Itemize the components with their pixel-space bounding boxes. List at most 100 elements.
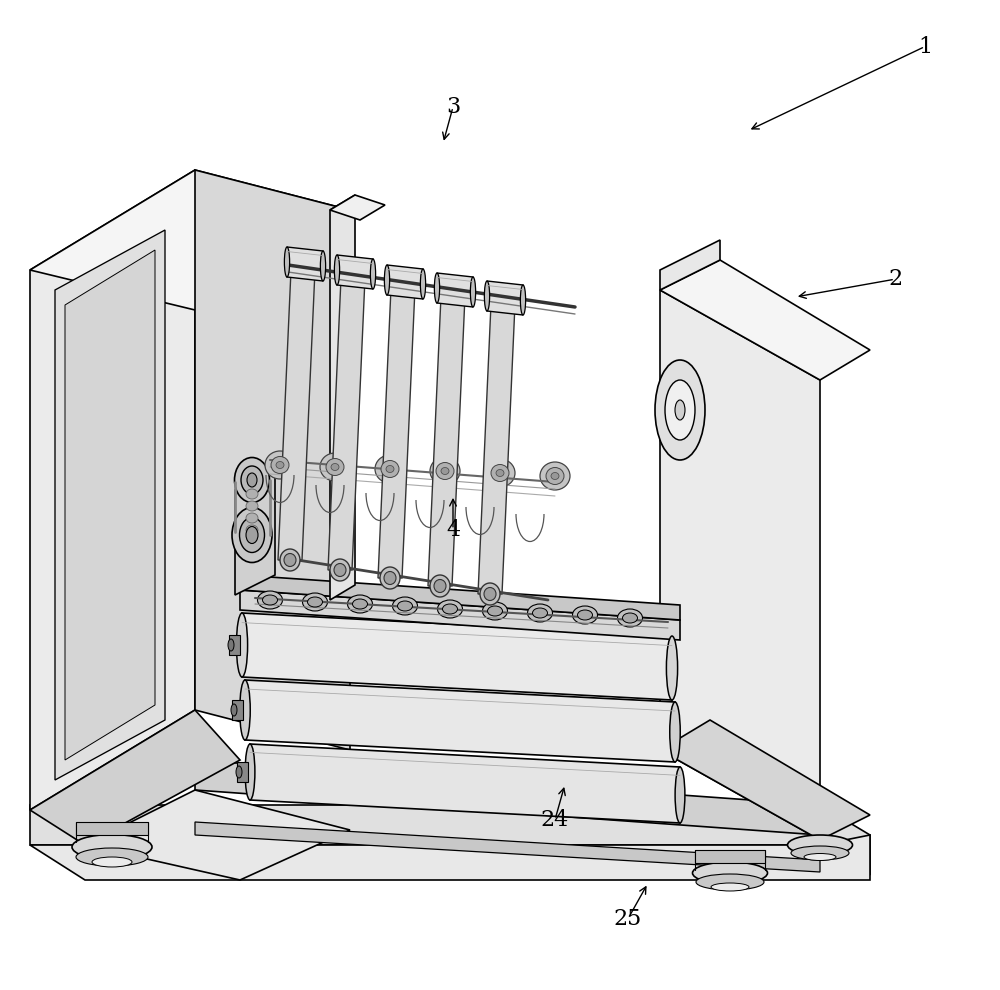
Polygon shape (660, 260, 870, 380)
Ellipse shape (420, 269, 426, 299)
Ellipse shape (442, 604, 458, 614)
Polygon shape (240, 590, 680, 640)
Polygon shape (328, 278, 365, 570)
Polygon shape (240, 575, 680, 620)
Ellipse shape (246, 525, 258, 535)
Ellipse shape (520, 285, 526, 315)
Ellipse shape (380, 567, 400, 589)
Ellipse shape (484, 587, 496, 601)
Polygon shape (30, 170, 195, 810)
Ellipse shape (711, 883, 749, 891)
Ellipse shape (675, 400, 685, 420)
Ellipse shape (326, 458, 344, 475)
Ellipse shape (438, 600, 462, 618)
Polygon shape (195, 170, 350, 750)
Ellipse shape (804, 853, 836, 860)
Ellipse shape (320, 453, 350, 481)
Text: 25: 25 (614, 908, 642, 930)
Text: 3: 3 (446, 96, 460, 118)
Polygon shape (330, 195, 355, 600)
Ellipse shape (491, 464, 509, 481)
Polygon shape (330, 195, 385, 220)
Ellipse shape (284, 553, 296, 566)
Ellipse shape (246, 527, 258, 544)
Ellipse shape (484, 281, 490, 311)
Ellipse shape (245, 744, 255, 800)
Ellipse shape (788, 835, 852, 855)
Ellipse shape (532, 608, 548, 618)
Text: 1: 1 (918, 36, 932, 57)
Ellipse shape (258, 591, 283, 609)
Polygon shape (487, 281, 523, 315)
Polygon shape (30, 170, 350, 310)
Polygon shape (30, 805, 870, 875)
Polygon shape (387, 265, 423, 299)
Ellipse shape (381, 460, 399, 477)
Ellipse shape (496, 469, 504, 476)
Text: 24: 24 (541, 809, 569, 831)
Ellipse shape (236, 766, 242, 778)
Polygon shape (229, 635, 240, 655)
Ellipse shape (276, 461, 284, 468)
Ellipse shape (308, 597, 322, 607)
Polygon shape (337, 255, 373, 289)
Ellipse shape (528, 604, 552, 622)
Polygon shape (76, 822, 148, 835)
Ellipse shape (488, 606, 503, 616)
Ellipse shape (434, 579, 446, 592)
Ellipse shape (320, 251, 326, 281)
Ellipse shape (72, 835, 152, 859)
Ellipse shape (398, 601, 413, 611)
Polygon shape (437, 273, 473, 307)
Polygon shape (30, 710, 240, 845)
Ellipse shape (386, 465, 394, 472)
Polygon shape (660, 290, 820, 840)
Ellipse shape (231, 704, 237, 716)
Text: 4: 4 (446, 519, 460, 541)
Ellipse shape (370, 259, 376, 289)
Ellipse shape (262, 595, 278, 605)
Ellipse shape (540, 462, 570, 490)
Ellipse shape (666, 636, 678, 700)
Ellipse shape (430, 457, 460, 485)
Ellipse shape (622, 613, 638, 623)
Ellipse shape (572, 606, 598, 624)
Polygon shape (278, 270, 315, 560)
Ellipse shape (240, 518, 264, 552)
Polygon shape (237, 762, 248, 782)
Ellipse shape (246, 501, 258, 511)
Ellipse shape (240, 680, 250, 740)
Ellipse shape (551, 472, 559, 479)
Ellipse shape (392, 597, 418, 615)
Ellipse shape (352, 599, 368, 609)
Polygon shape (242, 613, 672, 700)
Polygon shape (250, 744, 680, 823)
Ellipse shape (236, 613, 248, 677)
Polygon shape (428, 296, 465, 586)
Ellipse shape (692, 862, 768, 884)
Ellipse shape (228, 639, 234, 651)
Ellipse shape (546, 467, 564, 484)
Ellipse shape (670, 702, 680, 762)
Ellipse shape (384, 571, 396, 584)
Ellipse shape (271, 456, 289, 473)
Ellipse shape (348, 595, 372, 613)
Polygon shape (30, 835, 870, 880)
Ellipse shape (375, 455, 405, 483)
Ellipse shape (618, 609, 642, 627)
Ellipse shape (246, 513, 258, 523)
Polygon shape (235, 470, 275, 595)
Polygon shape (55, 230, 165, 780)
Ellipse shape (76, 848, 148, 866)
Ellipse shape (436, 462, 454, 479)
Ellipse shape (241, 466, 263, 494)
Ellipse shape (331, 463, 339, 470)
Ellipse shape (247, 473, 257, 487)
Ellipse shape (92, 857, 132, 867)
Ellipse shape (578, 610, 592, 620)
Polygon shape (195, 822, 820, 872)
Ellipse shape (284, 247, 290, 277)
Ellipse shape (480, 583, 500, 605)
Polygon shape (85, 790, 350, 880)
Ellipse shape (655, 360, 705, 460)
